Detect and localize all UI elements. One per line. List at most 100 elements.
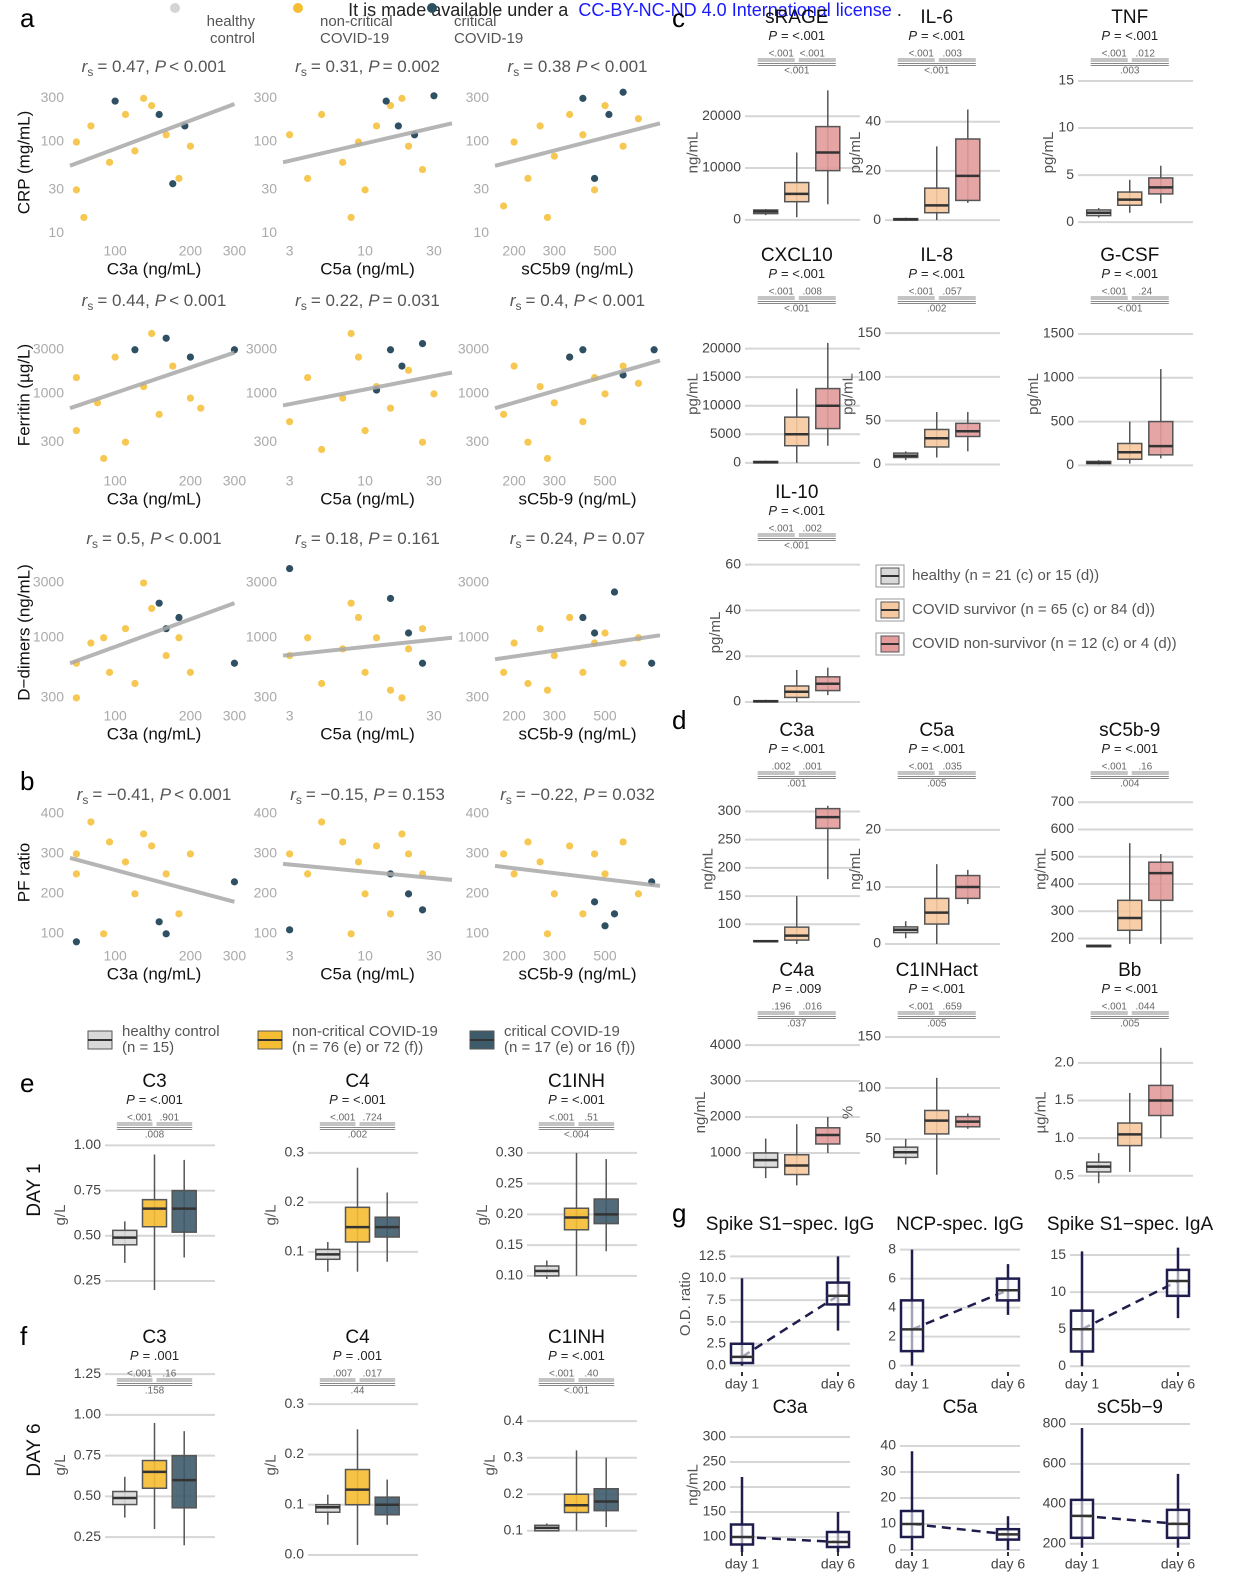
p-text: = <.001 xyxy=(561,1092,605,1107)
p-symbol: P xyxy=(333,1348,342,1363)
r-symbol: r xyxy=(295,57,302,76)
comparison: <.001 xyxy=(784,304,810,315)
license-link[interactable]: CC-BY-NC-ND 4.0 International license xyxy=(578,0,891,20)
point xyxy=(72,186,80,194)
point xyxy=(140,830,148,838)
y-tick-label: 250 xyxy=(703,1453,727,1469)
p-value: P = .009 xyxy=(772,981,821,996)
y-axis-label: pg/mL xyxy=(1025,373,1042,415)
fit-line xyxy=(282,861,453,882)
y-axis-label: µg/mL xyxy=(1032,1092,1049,1134)
y-tick-label: 10 xyxy=(880,1515,896,1531)
p-symbol: P xyxy=(548,1348,557,1363)
y-tick-label: 1500 xyxy=(1043,325,1074,341)
p-text: = <.001 xyxy=(781,266,825,281)
comparison: .158 xyxy=(145,1386,165,1397)
box xyxy=(729,1342,755,1365)
comparison: .057 xyxy=(943,287,963,298)
point xyxy=(634,115,643,123)
p-symbol: P xyxy=(126,1092,135,1107)
critical-point xyxy=(286,564,294,573)
legend-text: (n = 76 (e) or 72 (f)) xyxy=(292,1039,423,1056)
box xyxy=(344,1468,371,1506)
p-text: = <.001 xyxy=(342,1092,386,1107)
p-value: < 0.001 xyxy=(169,57,226,76)
point xyxy=(543,686,552,694)
point xyxy=(430,390,438,398)
point xyxy=(72,138,80,146)
x-tick-label: day 6 xyxy=(1161,1376,1195,1392)
r-value: = 0.22, xyxy=(311,291,363,310)
legend-text: control xyxy=(210,30,255,47)
y-tick-label: 15 xyxy=(1058,72,1074,88)
comparison: .037 xyxy=(787,1019,807,1030)
point xyxy=(339,838,347,846)
comparison: .001 xyxy=(787,779,807,790)
panel-title: Spike S1−spec. IgA xyxy=(1047,1214,1214,1235)
comparison: .044 xyxy=(1136,1002,1156,1013)
median-connector xyxy=(741,1294,839,1358)
point xyxy=(72,850,80,858)
x-tick-label: 500 xyxy=(593,473,617,489)
point xyxy=(524,838,532,846)
point xyxy=(318,679,326,688)
y-tick-label: 6 xyxy=(888,1269,896,1285)
r-symbol: r xyxy=(510,291,517,310)
y-tick-label: 1.5 xyxy=(1055,1091,1075,1107)
point xyxy=(619,838,627,846)
panel-letter: a xyxy=(20,3,35,33)
y-tick-label: 2000 xyxy=(710,1108,741,1124)
box xyxy=(1069,1498,1095,1540)
point xyxy=(619,142,627,150)
y-tick-label: 0 xyxy=(1058,1357,1066,1373)
point xyxy=(304,373,312,382)
y-tick-label: 1000 xyxy=(1043,369,1074,385)
y-axis-label: % xyxy=(839,1106,856,1119)
r-symbol: r xyxy=(290,785,297,804)
point xyxy=(510,870,518,878)
x-axis-label: C3a (ng/mL) xyxy=(107,964,201,983)
y-tick-label: 500 xyxy=(1051,847,1075,863)
legend-dot xyxy=(170,3,180,13)
point xyxy=(543,454,552,463)
p-text: = <.001 xyxy=(1114,981,1158,996)
p-symbol: P xyxy=(908,741,917,756)
p-value: P = <.001 xyxy=(1101,981,1158,996)
y-axis-label: ng/mL xyxy=(699,848,716,890)
p-value: P = <.001 xyxy=(768,266,825,281)
y-axis-label: ng/mL xyxy=(684,1464,701,1506)
legend-text: (n = 15) xyxy=(122,1039,174,1056)
y-tick-label: 15 xyxy=(1050,1246,1066,1262)
y-tick-label: 3000 xyxy=(33,340,64,356)
p-value: < 0.001 xyxy=(169,291,226,310)
point xyxy=(339,394,347,402)
y-tick-label: 300 xyxy=(41,845,65,861)
panel-title: IL-10 xyxy=(775,482,818,503)
p-symbol: P xyxy=(583,529,595,548)
panel-title: sRAGE xyxy=(765,7,828,28)
box xyxy=(141,1459,168,1489)
critical-point xyxy=(590,629,599,637)
comparison: <.001 xyxy=(909,1002,935,1013)
point xyxy=(347,930,355,938)
panel-title: C4 xyxy=(345,1327,370,1348)
header-end: . xyxy=(897,0,902,20)
r-symbol: r xyxy=(508,57,515,76)
point xyxy=(601,390,609,398)
point xyxy=(175,634,183,642)
stat-title: rs = −0.15, P = 0.153 xyxy=(290,785,445,807)
x-axis-label: sC5b-9 (ng/mL) xyxy=(518,489,636,508)
critical-point xyxy=(579,346,587,354)
stat-title: rs = −0.22, P = 0.032 xyxy=(500,785,655,807)
panel-letter: e xyxy=(20,1068,34,1098)
legend-text: non-critical xyxy=(320,13,393,30)
point xyxy=(579,131,587,139)
comparison: .007 xyxy=(333,1369,353,1380)
point xyxy=(404,142,413,150)
stat-title: rs = 0.18, P = 0.161 xyxy=(295,529,440,551)
x-tick-label: 200 xyxy=(179,473,203,489)
y-axis-label: g/L xyxy=(262,1205,279,1226)
point xyxy=(175,174,183,183)
r-value: = 0.24, xyxy=(526,529,578,548)
